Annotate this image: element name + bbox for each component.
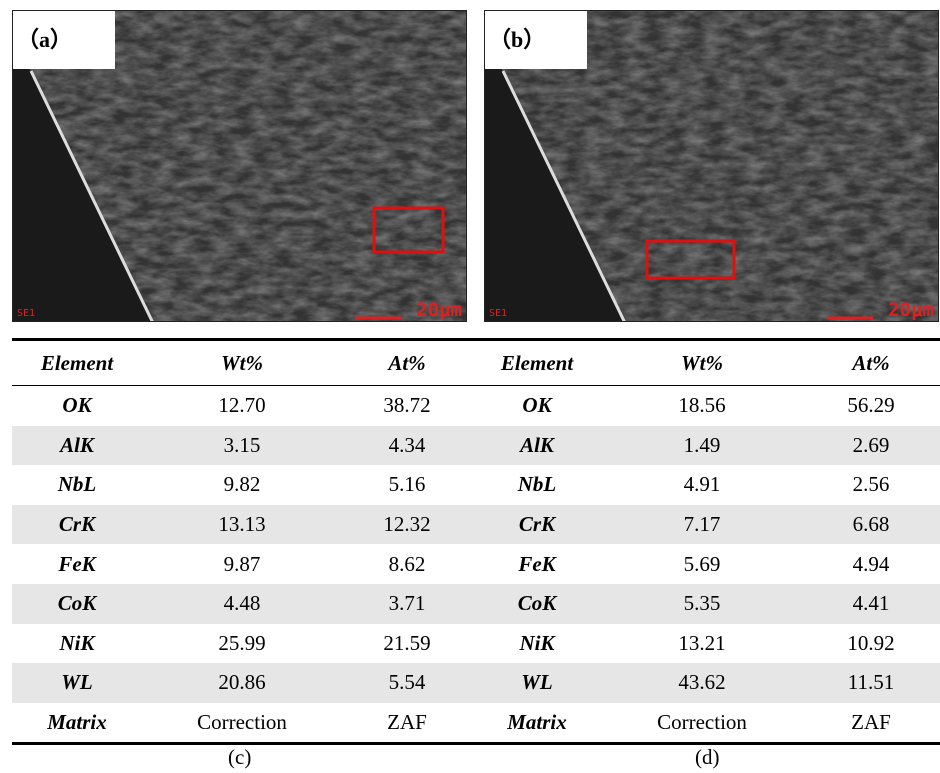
table-cell: OK — [472, 393, 602, 418]
table-cell: Correction — [142, 710, 342, 735]
table-cell: 21.59 — [342, 631, 472, 656]
table-cell: Matrix — [472, 710, 602, 735]
table-cell: 5.54 — [342, 670, 472, 695]
table-cell: 4.34 — [342, 433, 472, 458]
table-cell: 13.21 — [602, 631, 802, 656]
table-cell: AlK — [12, 433, 142, 458]
table-cell: 11.51 — [802, 670, 940, 695]
table-cell: NbL — [12, 472, 142, 497]
table-cell: FeK — [12, 552, 142, 577]
table-cell: ZAF — [802, 710, 940, 735]
table-cell: 38.72 — [342, 393, 472, 418]
header-cell: Element — [12, 351, 142, 376]
table-cell: CrK — [12, 512, 142, 537]
table-cell: 6.68 — [802, 512, 940, 537]
page: （a）SE120μm （b）SE120μm ElementWt%At%Eleme… — [0, 0, 940, 773]
table-cell: 20.86 — [142, 670, 342, 695]
table-cell: OK — [12, 393, 142, 418]
table-cell: 8.62 — [342, 552, 472, 577]
table-cell: 4.48 — [142, 591, 342, 616]
header-cell: At% — [342, 351, 472, 376]
table-cell: FeK — [472, 552, 602, 577]
table-cell: CoK — [12, 591, 142, 616]
header-cell: Wt% — [602, 351, 802, 376]
table-cell: AlK — [472, 433, 602, 458]
sem-image: （b） SE1 20μm — [484, 10, 939, 322]
header-cell: At% — [802, 351, 940, 376]
table-cell: 5.69 — [602, 552, 802, 577]
scale-label: 20μm — [888, 299, 934, 321]
panel-label: （a） — [13, 11, 115, 69]
table-cell: WL — [12, 670, 142, 695]
table-cell: NbL — [472, 472, 602, 497]
panel-label: （b） — [485, 11, 587, 69]
table-cell: 10.92 — [802, 631, 940, 656]
table-cell: 18.56 — [602, 393, 802, 418]
table-cell: 9.82 — [142, 472, 342, 497]
table-cell: 13.13 — [142, 512, 342, 537]
table-cell: CoK — [472, 591, 602, 616]
header-cell: Wt% — [142, 351, 342, 376]
table-cell: 4.91 — [602, 472, 802, 497]
caption: (d) — [695, 745, 720, 770]
table-cell: WL — [472, 670, 602, 695]
table-cell: 7.17 — [602, 512, 802, 537]
table-cell: 3.15 — [142, 433, 342, 458]
table-cell: CrK — [472, 512, 602, 537]
sem-image: （a） SE1 20μm — [12, 10, 467, 322]
table-cell: ZAF — [342, 710, 472, 735]
table-cell: 2.69 — [802, 433, 940, 458]
header-cell: Element — [472, 351, 602, 376]
table-cell: NiK — [472, 631, 602, 656]
table-cell: 5.35 — [602, 591, 802, 616]
detector-label: SE1 — [17, 308, 35, 319]
scale-label: 20μm — [416, 299, 462, 321]
detector-label: SE1 — [489, 308, 507, 319]
table-cell: 12.32 — [342, 512, 472, 537]
table-cell: 4.94 — [802, 552, 940, 577]
table-cell: NiK — [12, 631, 142, 656]
table-cell: 5.16 — [342, 472, 472, 497]
table-cell: Correction — [602, 710, 802, 735]
table-cell: 12.70 — [142, 393, 342, 418]
table-cell: 4.41 — [802, 591, 940, 616]
table-cell: 56.29 — [802, 393, 940, 418]
table-cell: 43.62 — [602, 670, 802, 695]
caption: (c) — [228, 745, 251, 770]
table-cell: 1.49 — [602, 433, 802, 458]
table-cell: 2.56 — [802, 472, 940, 497]
table-cell: 3.71 — [342, 591, 472, 616]
table-cell: Matrix — [12, 710, 142, 735]
table-cell: 9.87 — [142, 552, 342, 577]
table-cell: 25.99 — [142, 631, 342, 656]
